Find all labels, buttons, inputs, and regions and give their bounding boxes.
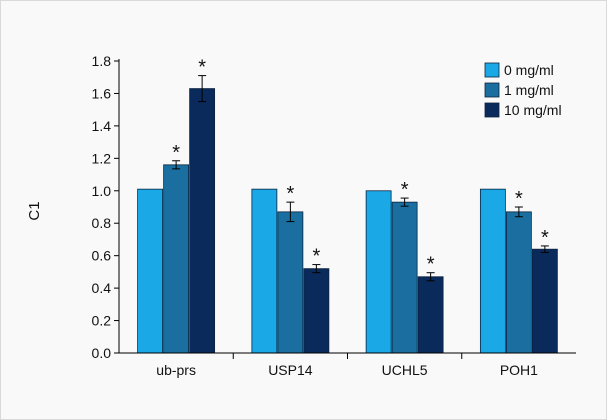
bars: * * * * * * * * [137, 57, 558, 354]
x-tick-label: ub-prs [156, 362, 196, 378]
legend: 0 mg/ml 1 mg/ml 10 mg/ml [484, 62, 562, 118]
significance-marker: * [172, 142, 180, 164]
y-axis-ticks: 0.0 0.2 0.4 0.6 0.8 1.0 1.2 1.4 1.6 1.8 [92, 53, 119, 361]
significance-marker: * [198, 57, 206, 79]
legend-swatch [484, 62, 500, 78]
significance-marker: * [427, 254, 435, 276]
bar [277, 211, 304, 354]
bar [479, 188, 506, 354]
x-tick-label: UCHL5 [382, 362, 428, 378]
x-tick-label: POH1 [500, 362, 538, 378]
y-tick-label: 0.2 [92, 313, 112, 329]
legend-swatch [484, 82, 500, 98]
bar [137, 188, 164, 354]
bar [365, 190, 392, 354]
significance-marker: * [515, 188, 523, 210]
y-tick-label: 1.8 [92, 53, 112, 69]
significance-marker: * [286, 183, 294, 205]
significance-marker: * [541, 227, 549, 249]
bar [303, 268, 330, 354]
y-axis-label: C1 [26, 201, 43, 220]
legend-label: 0 mg/ml [504, 62, 554, 78]
x-tick-label: USP14 [268, 362, 313, 378]
significance-marker: * [401, 179, 409, 201]
legend-label: 1 mg/ml [504, 82, 554, 98]
axes: ub-prs USP14 UCHL5 POH1 [118, 59, 576, 378]
y-tick-label: 0.0 [92, 345, 112, 361]
bar [251, 188, 278, 354]
bar [417, 276, 444, 354]
bar [163, 164, 190, 354]
y-tick-label: 1.0 [92, 183, 112, 199]
legend-swatch [484, 102, 500, 118]
bar [505, 211, 532, 354]
y-tick-label: 1.2 [92, 150, 112, 166]
y-tick-label: 0.6 [92, 248, 112, 264]
y-tick-label: 1.6 [92, 85, 112, 101]
bar [189, 88, 216, 354]
bar [531, 248, 558, 354]
legend-label: 10 mg/ml [504, 102, 562, 118]
y-tick-label: 0.8 [92, 215, 112, 231]
significance-marker: * [312, 246, 320, 268]
y-tick-label: 1.4 [92, 118, 112, 134]
bar [391, 201, 418, 354]
y-tick-label: 0.4 [92, 280, 112, 296]
